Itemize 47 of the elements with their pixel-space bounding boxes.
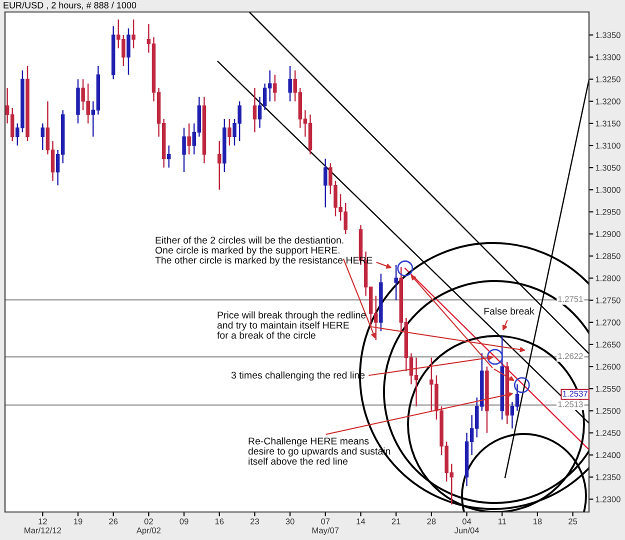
x-tick-label: 11 xyxy=(498,518,506,524)
x-tick-label: 21 xyxy=(392,518,400,524)
annotation: Either of the 2 circles will be the destiantion. xyxy=(156,236,344,244)
x-tick-label: 25 xyxy=(568,518,578,524)
x-tick-label: 12 Mar/12/12 xyxy=(24,518,61,534)
y-tick-label: 1.3100 xyxy=(596,142,620,149)
y-tick-label: 1.2550 xyxy=(596,386,620,392)
y-tick-label: 1.2700 xyxy=(596,320,620,326)
x-tick-label: 26 xyxy=(109,518,118,524)
y-tick-label: 1.2300 xyxy=(596,496,620,502)
y-tick-label: 1.2800 xyxy=(596,275,620,282)
y-tick-label: 1.2350 xyxy=(596,474,620,480)
x-tick-label: 30 xyxy=(286,518,294,524)
ref-line-label: 1.2513 xyxy=(558,401,583,408)
y-tick-label: 1.2850 xyxy=(596,253,620,260)
x-tick-label: 09 xyxy=(180,518,188,524)
y-tick-label: 1.3300 xyxy=(596,54,620,60)
x-tick-label: 04 Jun/04 xyxy=(454,518,480,534)
y-tick-label: 1.3000 xyxy=(596,186,620,193)
y-tick-label: 1.3200 xyxy=(596,98,620,104)
x-tick-label: 28 xyxy=(427,518,436,524)
ref-line-label: 1.2751 xyxy=(558,296,583,302)
y-tick-label: 1.2600 xyxy=(596,364,620,370)
y-tick-label: 1.2750 xyxy=(596,297,620,304)
x-tick-label: 14 xyxy=(356,518,366,524)
annotation: False break xyxy=(484,307,534,315)
y-tick-label: 1.3350 xyxy=(596,32,620,38)
x-tick-label: 16 xyxy=(215,518,224,524)
x-tick-label: 19 xyxy=(74,518,82,524)
y-tick-label: 1.2500 xyxy=(596,408,620,414)
annotation: One circle is marked by the support HERE. xyxy=(155,246,340,256)
y-tick-label: 1.2650 xyxy=(596,342,620,348)
x-tick-label: 18 xyxy=(533,518,542,524)
y-tick-label: 1.3050 xyxy=(596,164,620,171)
y-tick-label: 1.2400 xyxy=(596,452,620,458)
y-tick-label: 1.2950 xyxy=(596,209,620,215)
ref-line-label: 1.2622 xyxy=(558,353,583,360)
annotation: Price will break through the redline and try to maintain itself HERE for a break of the circle xyxy=(217,311,366,339)
y-tick-label: 1.3150 xyxy=(596,120,620,127)
annotation: 1.2537 xyxy=(562,390,588,397)
chart-title: EUR/USD , 2 hours, # 888 / 1000 xyxy=(4,2,136,10)
y-tick-label: 1.2450 xyxy=(596,430,620,436)
x-tick-label: 23 xyxy=(250,518,259,524)
y-tick-label: 1.3250 xyxy=(596,76,620,82)
x-tick-label: 02 Apr/02 xyxy=(136,518,161,535)
y-tick-label: 1.2900 xyxy=(596,231,620,238)
x-tick-label: 07 May/07 xyxy=(312,518,339,535)
